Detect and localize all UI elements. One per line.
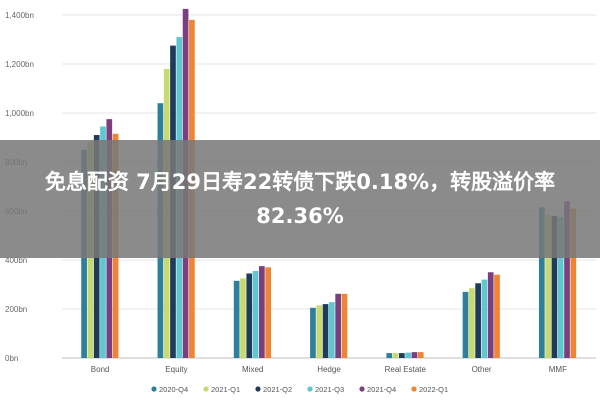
y-tick-label: 200bn <box>5 305 27 314</box>
bar-mmf-2022-q1 <box>570 208 577 358</box>
x-category-label: Real Estate <box>385 365 427 374</box>
bar-hedge-2021-q4 <box>335 293 341 358</box>
bar-hedge-2021-q3 <box>329 302 335 358</box>
bar-other-2021-q2 <box>475 283 481 358</box>
bar-mmf-2021-q3 <box>557 217 564 359</box>
bar-hedge-2021-q2 <box>322 304 329 358</box>
bar-mixed-2021-q3 <box>252 271 259 358</box>
y-tick-label: 400bn <box>5 256 27 265</box>
x-category-label: Equity <box>165 365 187 374</box>
bar-hedge-2020-q4 <box>310 307 316 358</box>
legend-marker <box>255 386 261 392</box>
bar-mixed-2022-q1 <box>265 267 272 358</box>
bar-mmf-2021-q2 <box>551 215 558 358</box>
bar-other-2021-q4 <box>487 272 494 358</box>
x-category-label: MMF <box>549 365 567 374</box>
y-tick-label: 1,400bn <box>5 11 34 20</box>
bar-real-estate-2021-q1 <box>392 353 399 358</box>
bar-other-2022-q1 <box>494 274 500 358</box>
bar-real-estate-2022-q1 <box>417 352 424 358</box>
legend-marker <box>411 386 417 392</box>
bar-real-estate-2021-q2 <box>398 353 405 358</box>
bar-mmf-2021-q1 <box>545 214 551 358</box>
bar-other-2021-q3 <box>481 279 488 358</box>
legend-label: 2021-Q2 <box>263 385 292 394</box>
bar-other-2020-q4 <box>462 291 469 358</box>
bar-real-estate-2020-q4 <box>386 353 393 358</box>
y-tick-label: 1,200bn <box>5 60 34 69</box>
bar-mixed-2021-q2 <box>246 273 253 358</box>
y-tick-label: 0bn <box>5 354 18 363</box>
bar-mmf-2020-q4 <box>538 207 545 358</box>
bar-hedge-2021-q1 <box>316 305 323 358</box>
x-category-label: Other <box>472 365 492 374</box>
legend-label: 2021-Q3 <box>315 385 344 394</box>
headline-text: 免息配资 7月29日寿22转债下跌0.18%，转股溢价率82.36% <box>44 170 556 228</box>
legend-label: 2022-Q1 <box>419 385 448 394</box>
legend-label: 2020-Q4 <box>159 385 188 394</box>
bar-other-2021-q1 <box>468 288 475 358</box>
legend-marker <box>307 386 313 392</box>
legend-marker <box>203 386 209 392</box>
legend-label: 2021-Q1 <box>211 385 240 394</box>
legend-marker <box>359 386 365 392</box>
x-category-label: Hedge <box>317 365 341 374</box>
bar-real-estate-2021-q4 <box>411 352 418 358</box>
bar-real-estate-2021-q3 <box>405 352 411 358</box>
x-category-label: Bond <box>91 365 110 374</box>
bar-mmf-2021-q4 <box>564 201 570 358</box>
headline-banner: 免息配资 7月29日寿22转债下跌0.18%，转股溢价率82.36% <box>0 140 600 258</box>
bar-mixed-2020-q4 <box>233 280 240 358</box>
legend-marker <box>151 386 157 392</box>
bar-mixed-2021-q1 <box>240 278 246 359</box>
x-category-label: Mixed <box>242 365 263 374</box>
y-tick-label: 1,000bn <box>5 109 34 118</box>
bar-hedge-2022-q1 <box>341 293 348 358</box>
legend-label: 2021-Q4 <box>367 385 396 394</box>
bar-mixed-2021-q4 <box>259 266 265 359</box>
